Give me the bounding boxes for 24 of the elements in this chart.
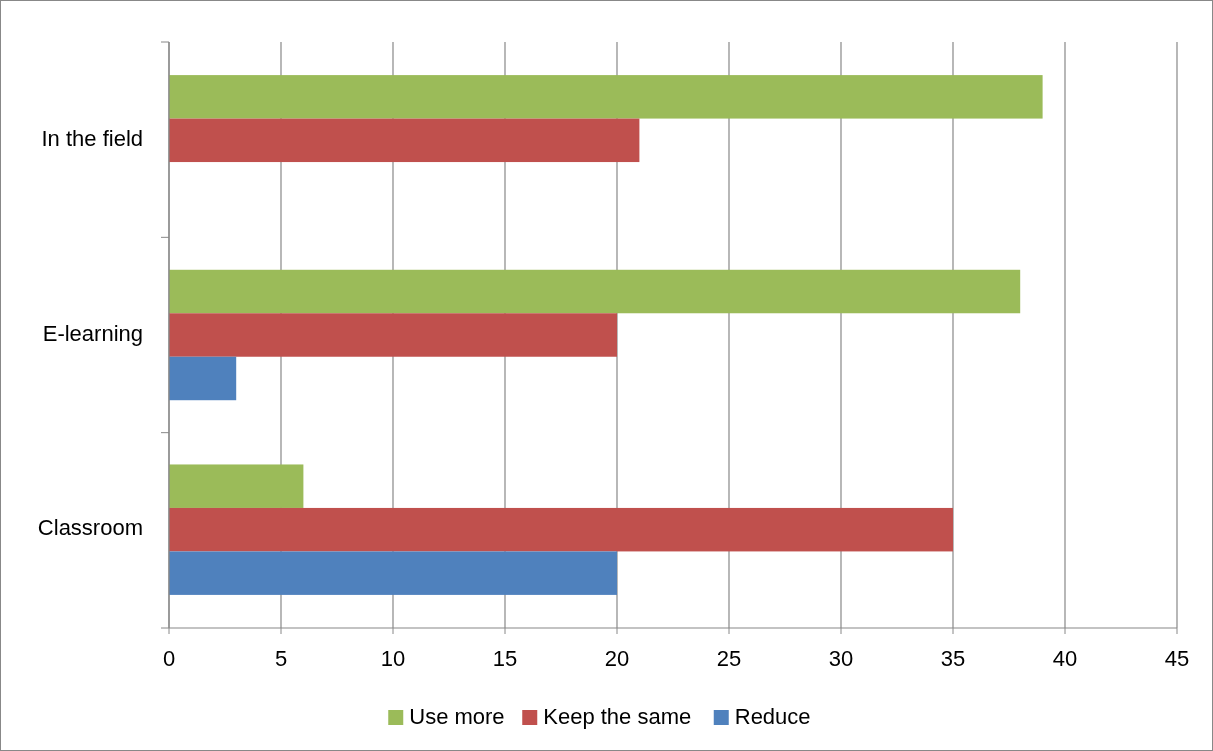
y-tick-label: In the field: [41, 126, 143, 152]
x-tick-label: 20: [604, 646, 630, 671]
bar: [169, 551, 617, 595]
x-tick-label: 5: [274, 646, 288, 671]
legend-label: Use more: [409, 703, 505, 729]
bar: [169, 75, 1043, 119]
bar: [169, 269, 1021, 314]
bar: [169, 118, 640, 163]
x-tick-label: 25: [716, 646, 742, 671]
bar: [169, 356, 237, 401]
bar: [169, 507, 953, 552]
x-tick-label: 40: [1052, 646, 1078, 671]
y-tick-label: E-learning: [42, 320, 143, 346]
x-tick-label: 0: [162, 646, 176, 671]
x-tick-label: 10: [380, 646, 406, 671]
x-tick-label: 45: [1164, 646, 1190, 671]
bar: [169, 313, 617, 357]
legend-label: Keep the same: [543, 703, 692, 729]
y-tick-label: Classroom: [37, 515, 143, 541]
bar: [169, 464, 304, 508]
x-tick-label: 35: [940, 646, 966, 671]
x-tick-label: 15: [492, 646, 518, 671]
x-tick-label: 30: [828, 646, 854, 671]
legend-label: Reduce: [734, 703, 811, 729]
